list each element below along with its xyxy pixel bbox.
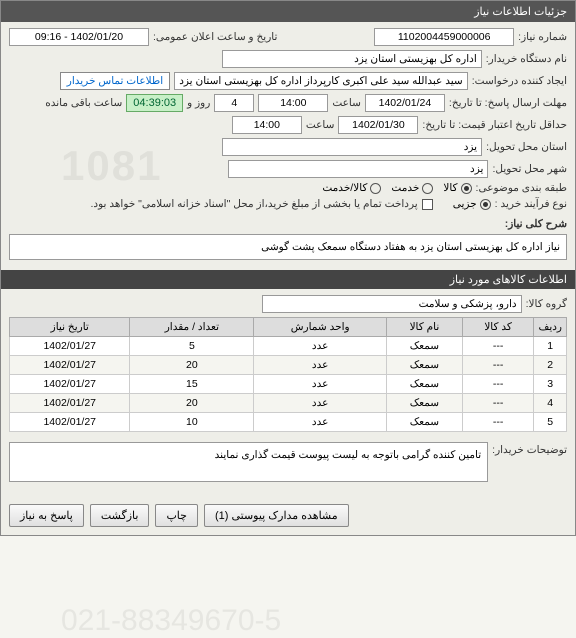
cell-unit: عدد xyxy=(254,356,387,375)
cell-n: 1 xyxy=(534,337,567,356)
cell-code: --- xyxy=(462,413,534,432)
summary-box: نیاز اداره کل بهزیستی استان یزد به هفتاد… xyxy=(9,234,567,260)
announce-date-field: 1402/01/20 - 09:16 xyxy=(9,28,149,46)
validity-label: حداقل تاریخ اعتبار قیمت: تا تاریخ: xyxy=(422,119,567,131)
cell-date: 1402/01/27 xyxy=(10,375,130,394)
purchase-partial-label: جزیی xyxy=(453,198,477,210)
radio-partial[interactable] xyxy=(480,199,491,210)
remaining-label: ساعت باقی مانده xyxy=(45,97,122,109)
validity-date-field: 1402/01/30 xyxy=(338,116,418,134)
footer-buttons: مشاهده مدارک پیوستی (1) چاپ بازگشت پاسخ … xyxy=(1,496,575,535)
cell-unit: عدد xyxy=(254,337,387,356)
cell-code: --- xyxy=(462,356,534,375)
cat-service-label: خدمت xyxy=(391,182,419,194)
goods-table: ردیف کد کالا نام کالا واحد شمارش تعداد /… xyxy=(9,317,567,432)
need-details-panel: جزئیات اطلاعات نیاز 1081 شماره نیاز: 110… xyxy=(0,0,576,536)
buyer-note-box: تامین کننده گرامی باتوجه به لیست پیوست ق… xyxy=(9,442,488,482)
time-label-2: ساعت xyxy=(306,119,335,131)
cell-unit: عدد xyxy=(254,375,387,394)
cell-name: سمعک xyxy=(387,337,463,356)
cell-qty: 5 xyxy=(130,337,254,356)
col-qty: تعداد / مقدار xyxy=(130,318,254,337)
cell-unit: عدد xyxy=(254,394,387,413)
cell-code: --- xyxy=(462,394,534,413)
watermark2: 021-88349670-5 xyxy=(61,604,281,638)
remaining-time: 04:39:03 xyxy=(126,94,183,112)
print-button[interactable]: چاپ xyxy=(155,504,198,527)
col-code: کد کالا xyxy=(462,318,534,337)
cell-qty: 20 xyxy=(130,394,254,413)
table-row[interactable]: 3---سمعکعدد151402/01/27 xyxy=(10,375,567,394)
need-no-field: 1102004459000006 xyxy=(374,28,514,46)
cell-name: سمعک xyxy=(387,413,463,432)
table-row[interactable]: 2---سمعکعدد201402/01/27 xyxy=(10,356,567,375)
buyer-note-label: توضیحات خریدار: xyxy=(492,438,567,456)
cell-name: سمعک xyxy=(387,356,463,375)
buyer-org-field: اداره کل بهزیستی استان یزد xyxy=(222,50,482,68)
days-field: 4 xyxy=(214,94,254,112)
purchase-note: پرداخت تمام یا بخشی از مبلغ خرید،از محل … xyxy=(91,198,418,210)
deadline-date-field: 1402/01/24 xyxy=(365,94,445,112)
cell-n: 3 xyxy=(534,375,567,394)
table-row[interactable]: 5---سمعکعدد101402/01/27 xyxy=(10,413,567,432)
days-label: روز و xyxy=(187,97,210,109)
goods-group-label: گروه کالا: xyxy=(526,298,567,310)
treasury-checkbox[interactable] xyxy=(422,199,433,210)
col-row: ردیف xyxy=(534,318,567,337)
deadline-label: مهلت ارسال پاسخ: تا تاریخ: xyxy=(449,97,567,109)
cell-date: 1402/01/27 xyxy=(10,413,130,432)
need-no-label: شماره نیاز: xyxy=(518,31,567,43)
attachments-button[interactable]: مشاهده مدارک پیوستی (1) xyxy=(204,504,349,527)
col-name: نام کالا xyxy=(387,318,463,337)
cell-code: --- xyxy=(462,337,534,356)
cell-n: 5 xyxy=(534,413,567,432)
category-radio-group: کالا خدمت کالا/خدمت xyxy=(322,182,471,194)
cat-both-label: کالا/خدمت xyxy=(322,182,367,194)
cell-date: 1402/01/27 xyxy=(10,356,130,375)
buyer-org-label: نام دستگاه خریدار: xyxy=(486,53,567,65)
cat-goods-label: کالا xyxy=(443,182,457,194)
goods-group-field: دارو، پزشکی و سلامت xyxy=(262,295,522,313)
province-label: استان محل تحویل: xyxy=(486,141,567,153)
cell-name: سمعک xyxy=(387,375,463,394)
cell-code: --- xyxy=(462,375,534,394)
contact-info-button[interactable]: اطلاعات تماس خریدار xyxy=(60,72,170,90)
col-unit: واحد شمارش xyxy=(254,318,387,337)
summary-label: شرح کلی نیاز: xyxy=(9,218,567,230)
cell-qty: 20 xyxy=(130,356,254,375)
requester-label: ایجاد کننده درخواست: xyxy=(472,75,567,87)
cell-date: 1402/01/27 xyxy=(10,394,130,413)
validity-time-field: 14:00 xyxy=(232,116,302,134)
cell-n: 4 xyxy=(534,394,567,413)
goods-section: 021-88349670-5 گروه کالا: دارو، پزشکی و … xyxy=(1,289,575,496)
table-row[interactable]: 4---سمعکعدد201402/01/27 xyxy=(10,394,567,413)
reply-button[interactable]: پاسخ به نیاز xyxy=(9,504,84,527)
province-field: یزد xyxy=(222,138,482,156)
radio-both[interactable] xyxy=(370,183,381,194)
goods-section-header: اطلاعات کالاهای مورد نیاز xyxy=(1,270,575,289)
deadline-time-field: 14:00 xyxy=(258,94,328,112)
radio-goods[interactable] xyxy=(461,183,472,194)
cell-n: 2 xyxy=(534,356,567,375)
requester-field: سید عبدالله سید علی اکبری کارپرداز اداره… xyxy=(174,72,468,90)
purchase-label: نوع فرآیند خرید : xyxy=(495,198,567,210)
col-date: تاریخ نیاز xyxy=(10,318,130,337)
announce-date-label: تاریخ و ساعت اعلان عمومی: xyxy=(153,31,277,43)
info-section: 1081 شماره نیاز: 1102004459000006 تاریخ … xyxy=(1,22,575,270)
cell-name: سمعک xyxy=(387,394,463,413)
category-label: طبقه بندی موضوعی: xyxy=(476,182,567,194)
time-label-1: ساعت xyxy=(332,97,361,109)
cell-qty: 10 xyxy=(130,413,254,432)
city-label: شهر محل تحویل: xyxy=(492,163,567,175)
table-row[interactable]: 1---سمعکعدد51402/01/27 xyxy=(10,337,567,356)
cell-unit: عدد xyxy=(254,413,387,432)
cell-date: 1402/01/27 xyxy=(10,337,130,356)
cell-qty: 15 xyxy=(130,375,254,394)
city-field: یزد xyxy=(228,160,488,178)
back-button[interactable]: بازگشت xyxy=(90,504,150,527)
radio-service[interactable] xyxy=(422,183,433,194)
panel-title: جزئیات اطلاعات نیاز xyxy=(1,1,575,22)
